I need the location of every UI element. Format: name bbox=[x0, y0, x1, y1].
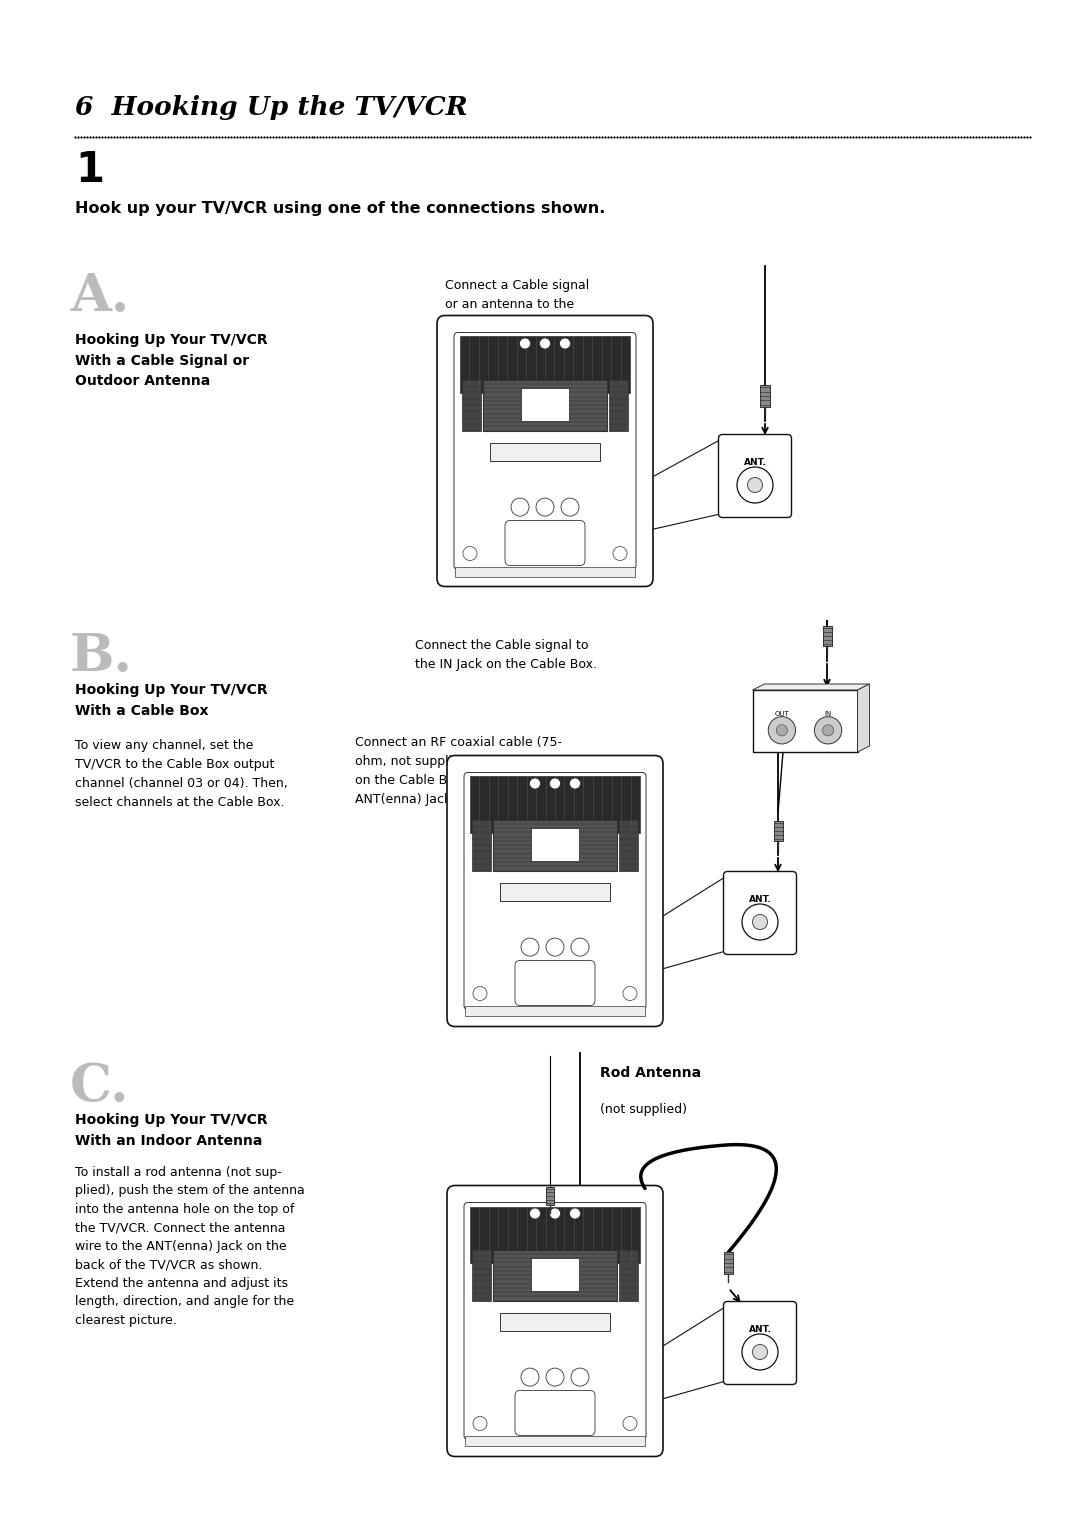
Polygon shape bbox=[858, 685, 869, 752]
FancyBboxPatch shape bbox=[437, 316, 653, 587]
Circle shape bbox=[511, 499, 529, 515]
Text: Connect an RF coaxial cable (75-
ohm, not supplied) to the OUT Jack
on the Cable: Connect an RF coaxial cable (75- ohm, no… bbox=[355, 737, 575, 807]
FancyBboxPatch shape bbox=[724, 1301, 797, 1385]
Text: Hooking Up Your TV/VCR
With a Cable Box: Hooking Up Your TV/VCR With a Cable Box bbox=[75, 683, 268, 718]
Circle shape bbox=[550, 1208, 561, 1218]
Text: B.: B. bbox=[70, 631, 133, 682]
Text: Hook up your TV/VCR using one of the connections shown.: Hook up your TV/VCR using one of the con… bbox=[75, 201, 606, 217]
Bar bbox=[500, 1313, 610, 1331]
Bar bbox=[455, 566, 635, 576]
Circle shape bbox=[571, 938, 589, 956]
Text: ANT.: ANT. bbox=[748, 1325, 771, 1334]
Circle shape bbox=[473, 987, 487, 1000]
FancyBboxPatch shape bbox=[464, 1203, 646, 1440]
Text: IN: IN bbox=[824, 711, 832, 717]
Circle shape bbox=[561, 499, 579, 515]
Circle shape bbox=[521, 938, 539, 956]
Bar bbox=[609, 380, 627, 430]
Bar bbox=[500, 883, 610, 901]
Bar bbox=[531, 1258, 579, 1292]
Circle shape bbox=[742, 904, 778, 939]
Text: A.: A. bbox=[70, 271, 130, 322]
Text: ANT.: ANT. bbox=[748, 895, 771, 904]
Circle shape bbox=[546, 1368, 564, 1386]
Polygon shape bbox=[753, 685, 869, 689]
FancyBboxPatch shape bbox=[447, 1185, 663, 1456]
Text: Rod Antenna: Rod Antenna bbox=[600, 1066, 701, 1080]
Circle shape bbox=[521, 1368, 539, 1386]
Text: Connect a Cable signal
or an antenna to the
ANT(enna) Jack.: Connect a Cable signal or an antenna to … bbox=[445, 279, 590, 329]
Circle shape bbox=[559, 339, 570, 349]
Circle shape bbox=[571, 1368, 589, 1386]
Text: To install a rod antenna (not sup-
plied), push the stem of the antenna
into the: To install a rod antenna (not sup- plied… bbox=[75, 1167, 305, 1327]
Bar bbox=[460, 337, 630, 392]
Circle shape bbox=[536, 499, 554, 515]
Bar bbox=[773, 820, 783, 840]
Circle shape bbox=[613, 546, 627, 561]
Circle shape bbox=[737, 467, 773, 503]
Circle shape bbox=[742, 1334, 778, 1369]
Circle shape bbox=[569, 1208, 581, 1218]
Bar bbox=[531, 828, 579, 862]
Bar bbox=[472, 1249, 491, 1301]
Circle shape bbox=[623, 987, 637, 1000]
Bar bbox=[472, 819, 491, 871]
Bar bbox=[492, 1249, 617, 1301]
Circle shape bbox=[550, 778, 561, 788]
FancyBboxPatch shape bbox=[505, 520, 585, 566]
Bar bbox=[619, 1249, 637, 1301]
Circle shape bbox=[540, 339, 551, 349]
FancyBboxPatch shape bbox=[515, 1391, 595, 1435]
Bar bbox=[470, 1206, 640, 1263]
Text: OUT: OUT bbox=[774, 711, 789, 717]
Bar bbox=[546, 1186, 554, 1205]
Circle shape bbox=[768, 717, 796, 744]
Circle shape bbox=[519, 339, 530, 349]
Circle shape bbox=[777, 724, 787, 737]
Bar bbox=[465, 1437, 645, 1447]
FancyBboxPatch shape bbox=[464, 773, 646, 1010]
Circle shape bbox=[473, 1417, 487, 1430]
Circle shape bbox=[529, 778, 540, 788]
FancyBboxPatch shape bbox=[515, 961, 595, 1005]
Bar bbox=[490, 444, 600, 461]
FancyBboxPatch shape bbox=[454, 332, 636, 569]
Text: To view any channel, set the
TV/VCR to the Cable Box output
channel (channel 03 : To view any channel, set the TV/VCR to t… bbox=[75, 740, 287, 808]
Bar bbox=[492, 819, 617, 871]
Bar bbox=[462, 380, 481, 430]
Bar bbox=[465, 1006, 645, 1017]
Bar bbox=[522, 389, 568, 421]
Bar bbox=[619, 819, 637, 871]
Circle shape bbox=[623, 1417, 637, 1430]
Circle shape bbox=[569, 778, 581, 788]
FancyBboxPatch shape bbox=[724, 871, 797, 955]
Circle shape bbox=[753, 915, 768, 930]
Text: ANT.: ANT. bbox=[743, 458, 767, 467]
Circle shape bbox=[814, 717, 841, 744]
Text: 6  Hooking Up the TV/VCR: 6 Hooking Up the TV/VCR bbox=[75, 95, 468, 120]
Circle shape bbox=[463, 546, 477, 561]
Bar bbox=[724, 1252, 733, 1273]
Circle shape bbox=[753, 1345, 768, 1359]
Bar bbox=[760, 384, 770, 407]
FancyBboxPatch shape bbox=[718, 435, 792, 517]
Text: 1: 1 bbox=[75, 149, 104, 191]
Circle shape bbox=[747, 477, 762, 493]
FancyBboxPatch shape bbox=[447, 755, 663, 1026]
Bar bbox=[470, 776, 640, 833]
Text: Hooking Up Your TV/VCR
With an Indoor Antenna: Hooking Up Your TV/VCR With an Indoor An… bbox=[75, 1113, 268, 1148]
Bar bbox=[483, 380, 607, 430]
Circle shape bbox=[529, 1208, 540, 1218]
Text: C.: C. bbox=[70, 1061, 130, 1112]
Circle shape bbox=[823, 724, 834, 737]
Bar bbox=[753, 689, 858, 752]
Text: Connect the Cable signal to
the IN Jack on the Cable Box.: Connect the Cable signal to the IN Jack … bbox=[415, 639, 597, 671]
Bar bbox=[823, 625, 832, 647]
Text: (not supplied): (not supplied) bbox=[600, 1103, 687, 1116]
Text: Hooking Up Your TV/VCR
With a Cable Signal or
Outdoor Antenna: Hooking Up Your TV/VCR With a Cable Sign… bbox=[75, 332, 268, 389]
Circle shape bbox=[546, 938, 564, 956]
